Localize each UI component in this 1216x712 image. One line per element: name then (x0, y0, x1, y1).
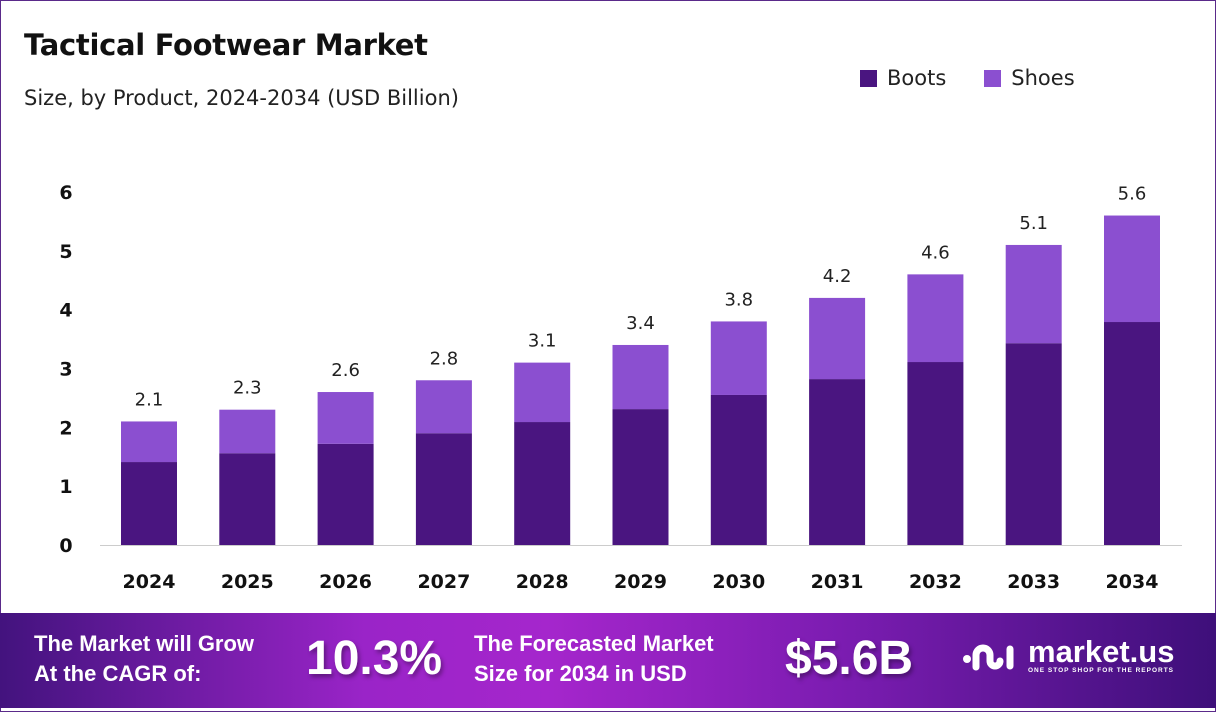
bar-boots-2025 (219, 453, 276, 545)
bar-shoes-2034 (1104, 215, 1160, 323)
forecast-label: The Forecasted Market Size for 2034 in U… (474, 629, 714, 689)
data-label-total: 5.1 (1019, 213, 1048, 234)
bar-shoes-2024 (121, 421, 177, 463)
y-tick-label: 0 (59, 535, 72, 557)
forecast-value: $5.6B (785, 632, 914, 685)
bar-shoes-2028 (514, 362, 571, 423)
legend-item-shoes: Shoes (984, 66, 1075, 90)
x-tick-label: 2032 (909, 571, 962, 593)
bar-boots-2033 (1005, 343, 1062, 545)
x-tick-label: 2025 (221, 571, 274, 593)
bar-shoes-2026 (317, 392, 374, 444)
bar-boots-2024 (121, 462, 177, 545)
bar-shoes-2025 (219, 409, 276, 454)
x-tick-label: 2028 (516, 571, 569, 593)
bar-boots-2029 (612, 409, 669, 545)
legend: Boots Shoes (860, 66, 1075, 90)
legend-item-boots: Boots (860, 66, 946, 90)
legend-swatch-boots (860, 69, 877, 87)
chart-title: Tactical Footwear Market (24, 28, 428, 62)
x-tick-label: 2027 (417, 571, 470, 593)
data-label-total: 5.6 (1118, 184, 1147, 205)
x-tick-label: 2026 (319, 571, 372, 593)
data-label-total: 3.8 (724, 289, 753, 310)
data-label-total: 2.6 (331, 360, 360, 381)
data-label-total: 3.4 (626, 313, 655, 334)
data-label-total: 2.8 (430, 348, 459, 369)
cagr-label: The Market will Grow At the CAGR of: (34, 629, 254, 689)
y-tick-label: 4 (59, 300, 72, 322)
x-tick-label: 2031 (811, 571, 864, 593)
chart-plot: 0 1 2 3 4 5 6 2.1 2024 2.3 2025 2.6 2026 2.8 2027 3.1 20… (59, 182, 1182, 593)
legend-label-shoes: Shoes (1011, 66, 1075, 90)
x-tick-label: 2029 (614, 571, 667, 593)
data-label-total: 2.1 (135, 389, 164, 410)
x-tick-label: 2030 (712, 571, 765, 593)
logo-tagline: ONE STOP SHOP FOR THE REPORTS (1028, 667, 1175, 674)
bar-boots-2028 (514, 422, 571, 545)
bar-boots-2027 (415, 433, 472, 545)
bar-boots-2031 (809, 379, 866, 545)
data-label-total: 4.6 (921, 242, 950, 263)
bar-shoes-2033 (1005, 244, 1062, 344)
bar-shoes-2032 (907, 274, 964, 363)
bar-boots-2034 (1104, 322, 1160, 545)
y-tick-label: 2 (59, 417, 72, 439)
x-tick-label: 2033 (1007, 571, 1060, 593)
data-label-total: 2.3 (233, 378, 262, 399)
y-tick-label: 6 (59, 182, 72, 204)
forecast-label-line1: The Forecasted Market (474, 631, 714, 656)
bar-shoes-2027 (415, 380, 472, 434)
bar-boots-2032 (907, 362, 964, 545)
footer-banner: The Market will Grow At the CAGR of: 10.… (0, 613, 1216, 708)
y-tick-label: 1 (59, 476, 72, 498)
bar-shoes-2030 (710, 321, 767, 395)
y-tick-label: 5 (59, 241, 72, 263)
bar-shoes-2029 (612, 344, 669, 410)
bar-shoes-2031 (809, 297, 866, 380)
x-tick-label: 2034 (1106, 571, 1159, 593)
forecast-label-line2: Size for 2034 in USD (474, 661, 687, 686)
legend-swatch-shoes (984, 69, 1002, 87)
bar-boots-2030 (710, 394, 767, 545)
market-us-logo: market.us ONE STOP SHOP FOR THE REPORTS (962, 634, 1175, 674)
chart-subtitle: Size, by Product, 2024-2034 (USD Billion… (24, 86, 459, 110)
cagr-label-line2: At the CAGR of: (34, 661, 202, 686)
market-us-logo-icon (963, 644, 1014, 670)
data-label-total: 4.2 (823, 266, 852, 287)
data-label-total: 3.1 (528, 331, 557, 352)
bar-boots-2026 (317, 443, 374, 545)
cagr-label-line1: The Market will Grow (34, 631, 255, 656)
legend-label-boots: Boots (887, 66, 947, 90)
cagr-value: 10.3% (306, 632, 443, 685)
x-tick-label: 2024 (123, 571, 176, 593)
y-tick-label: 3 (59, 359, 72, 381)
logo-name: market.us (1028, 634, 1175, 669)
